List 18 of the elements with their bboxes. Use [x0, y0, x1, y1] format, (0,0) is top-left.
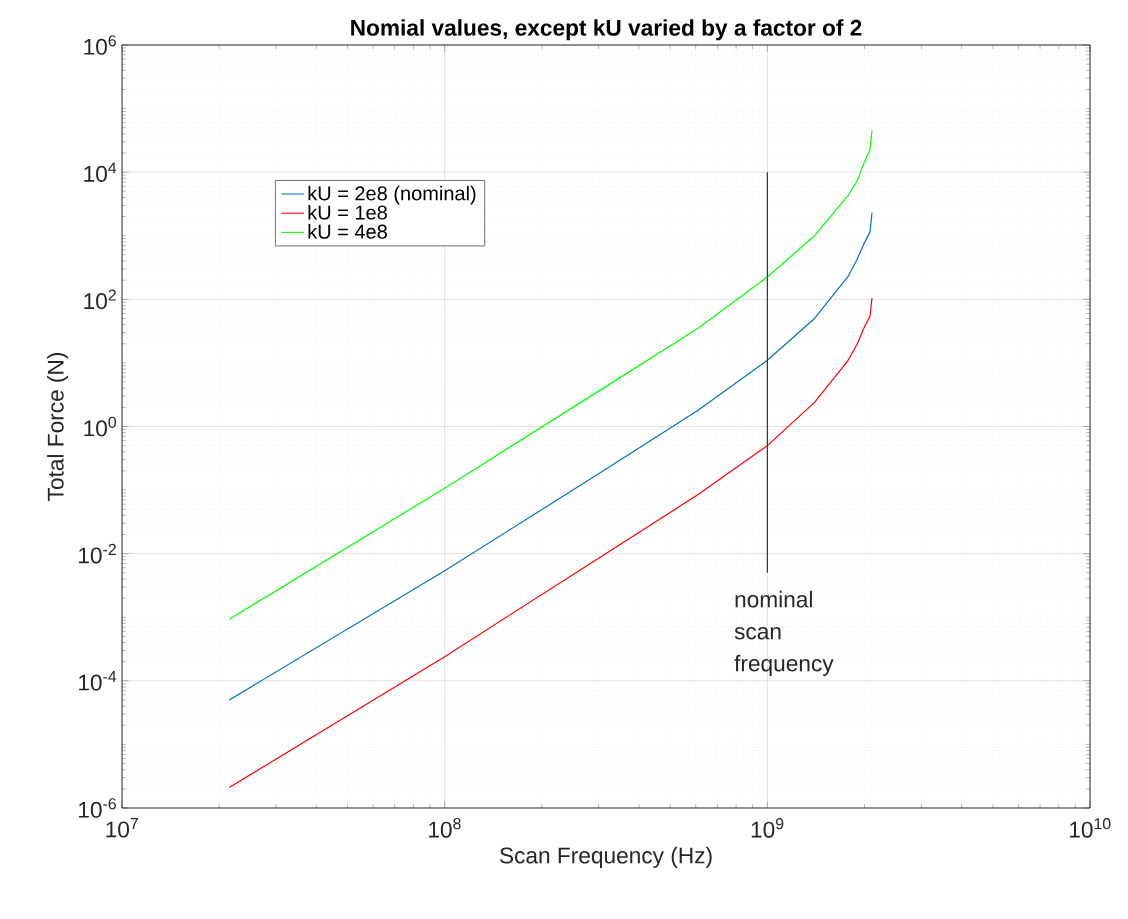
- x-tick-label: 10$^{9}$: [751, 818, 784, 838]
- y-tick-label: 10$^{0}$: [84, 416, 117, 437]
- y-tick-label: 10$^{-4}$: [79, 671, 117, 691]
- x-axis-title: Scan Frequency (Hz): [499, 846, 712, 868]
- x-tick-label: 10$^{10}$: [1070, 818, 1111, 838]
- y-tick-label: 10$^{-2}$: [79, 543, 116, 564]
- y-tick-label: 10$^{4}$: [84, 162, 117, 182]
- y-tick-label: 10$^{2}$: [84, 289, 116, 310]
- annotation: nominal scan frequency: [734, 590, 834, 676]
- legend-label: kU = 2e8 (nominal): [308, 185, 476, 205]
- legend-label: kU = 1e8: [308, 204, 387, 220]
- y-axis-title: Total Force (N): [47, 352, 69, 501]
- legend-label: kU = 4e8: [308, 224, 387, 239]
- x-tick-label: 10$^{8}$: [429, 818, 461, 838]
- chart-title: Nomial values, except kU varied by a factor of 2: [351, 19, 862, 41]
- y-tick-label: 10$^{6}$: [84, 35, 116, 55]
- x-tick-label: 10$^{7}$: [106, 818, 138, 838]
- y-tick-label: 10$^{-6}$: [79, 798, 116, 818]
